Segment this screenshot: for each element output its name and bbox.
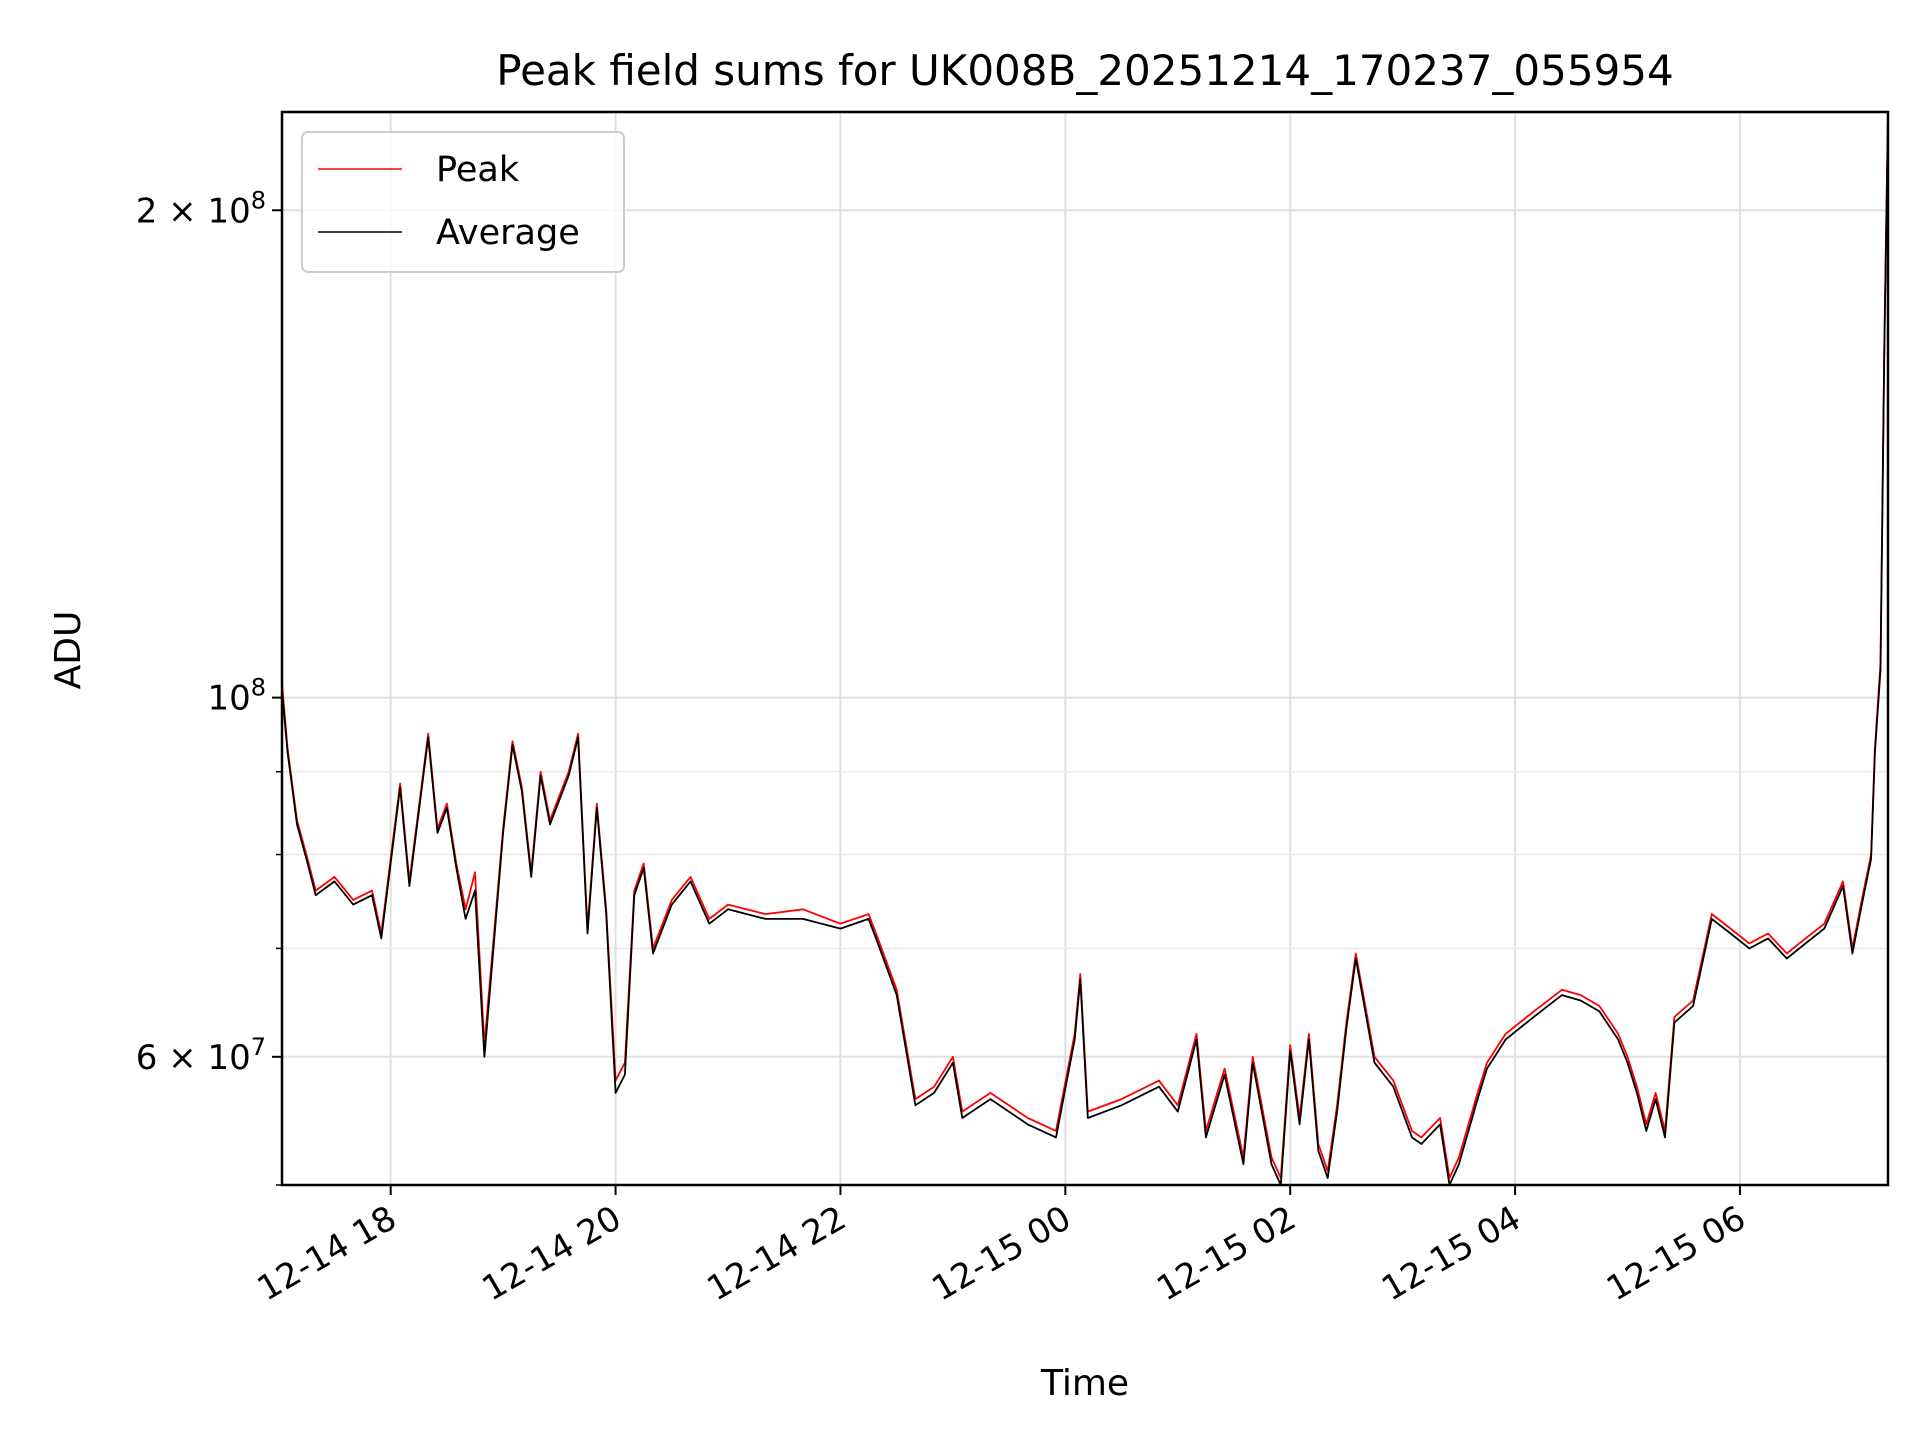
legend-box [301,131,625,273]
legend-label-peak: Peak [436,150,520,190]
x-axis-label: Time [1040,1363,1129,1404]
legend-label-average: Average [436,213,580,253]
y-tick-label: 108 [207,674,266,719]
y-axis-label: ADU [48,611,89,690]
y-tick-label: 2 × 108 [136,186,266,231]
grid [282,112,1888,1186]
chart-title: Peak field sums for UK008B_20251214_1702… [496,46,1674,95]
legend: Peak Average [301,131,625,273]
y-axis-ticks: 6 × 107 108 2 × 108 [136,186,282,1186]
y-tick-label: 6 × 107 [136,1033,266,1078]
series-line-average [281,115,1889,1186]
axes-frame [280,110,1890,1187]
plot-lines [281,111,1889,1186]
